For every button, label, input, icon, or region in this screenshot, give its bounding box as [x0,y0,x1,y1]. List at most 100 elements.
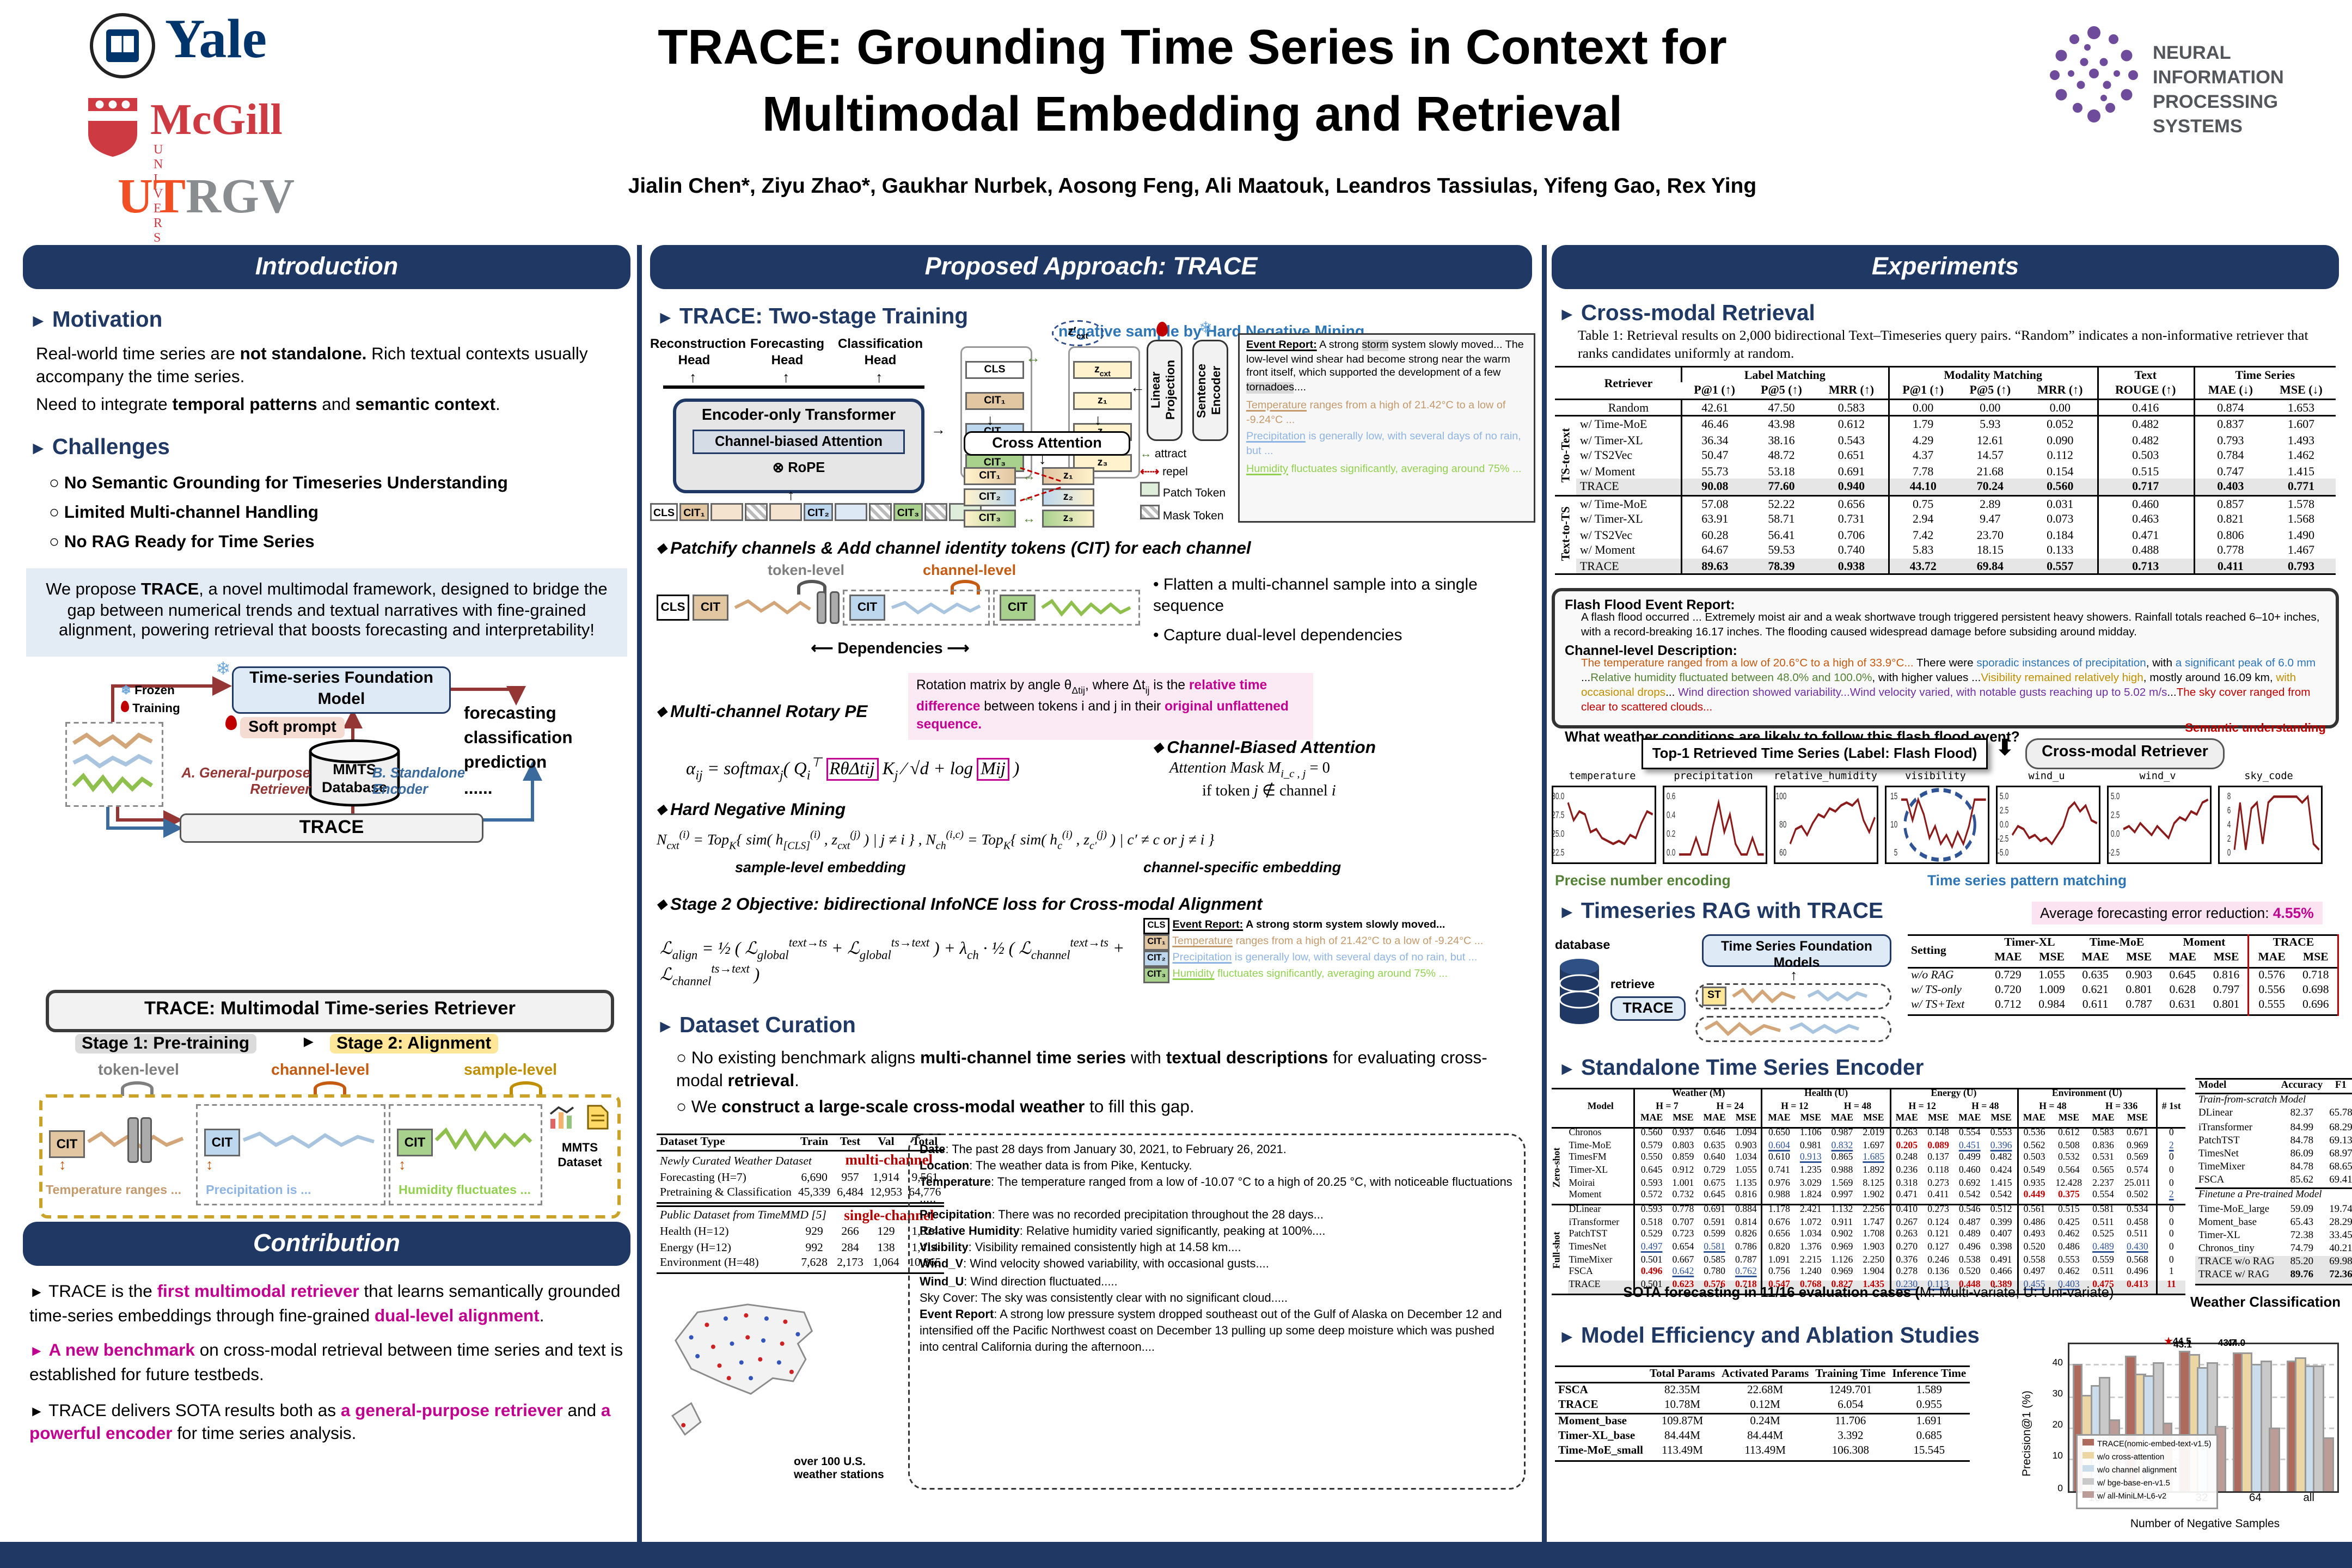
text-segment: Precipitation [1172,952,1232,964]
table-cell: Full-shot [1553,1230,1563,1268]
text-segment: Real-world time series are [36,345,240,364]
precise-number-note: Precise number encoding [1555,872,1731,889]
table-cell: TRACE [1569,1281,1601,1291]
text-segment: between tokens i and j in their [980,699,1165,714]
series-name: wind_u [2028,771,2065,782]
legend-row: CLS Event Report: A strong storm system … [1143,918,1532,934]
table-cell: 72.36 [2329,1270,2352,1282]
utrgv-logo: UTRGV [118,170,295,225]
table-cell: Moment [2183,936,2226,949]
text-segment: channel [1031,946,1070,961]
table-cell: 0.538 [1958,1255,1981,1266]
table-cell: 0.557 [2047,558,2074,573]
table-cell: 0.801 [2213,999,2240,1012]
table-cell: TimeMixer [1569,1255,1613,1266]
table-cell: 90.08 [1680,479,1748,496]
table-cell: 89.63 [1680,558,1748,575]
us-map [660,1290,817,1486]
table-cell: 138 [877,1241,895,1254]
table-cell: 6,690 [801,1171,828,1185]
table-cell: 0.460 [2096,495,2194,512]
mask-bar-icon [817,591,826,624]
rope-label: ⊗ RoPE [772,459,825,475]
z-stack: zcxt z₁ z₂ z₃ [1068,346,1140,479]
table-cell: 0.430 [2126,1243,2148,1253]
text-segment: sporadic instances of precipitation [1976,658,2146,670]
text-segment: K [1003,841,1011,853]
text-segment: ... [1665,687,1679,699]
table-cell: Training Time [1815,1367,1886,1380]
table-cell: Moment [1569,1191,1602,1202]
channel-box: CIT [843,590,990,626]
table-cell: 0.148 [1927,1129,1949,1139]
text-segment: temporal patterns [172,395,317,415]
table-cell: 0.560 [1634,1128,1668,1142]
table-cell: 0.398 [1990,1243,2012,1253]
error-reduction-badge: Average forecasting error reduction: 4.5… [2032,902,2322,924]
cit-chip: CIT [1000,595,1036,621]
text-segment: original unflattened sequence. [916,699,1289,732]
column-separator [1542,245,1547,1542]
table-cell: MAE (↓) [2192,383,2267,400]
table-cell: iTransformer [2198,1121,2252,1133]
table-cell: Retriever [1604,375,1653,390]
table-cell: 0.732 [1672,1191,1694,1202]
table-cell: H = 12 [1761,1102,1827,1115]
text-segment: ⊤ [810,755,822,769]
text-segment: ∉ channel [1258,784,1332,800]
table-cell: 38.16 [1768,432,1795,448]
text-segment: : The temperature ranged from a low of -… [920,1174,1512,1206]
table-cell: 0.531 [2092,1154,2114,1164]
challenge-item: No RAG Ready for Time Series [49,532,315,552]
table-cell: FSCA [1569,1268,1593,1278]
svg-text:2.5: 2.5 [2111,811,2120,821]
table-cell: w/ TS-only [1911,983,1962,997]
z1-chip: z₁ [1073,392,1132,410]
text-segment: The temperature ranged from a low of 20.… [1581,658,1914,670]
table-cell: Zero-shot [1553,1146,1563,1186]
table-cell: 0.940 [1837,479,1865,494]
table-cell: 0.558 [2017,1255,2051,1269]
section-bar-experiments: Experiments [1552,245,2339,289]
table-cell: 0.073 [2047,512,2074,527]
table-cell: 0.424 [1990,1166,2012,1177]
svg-text:15: 15 [1890,792,1897,802]
text-segment: A strong storm system slowly moved... [1243,920,1445,931]
challenge-item: Limited Multi-channel Handling [49,503,318,523]
table-cell: MSE [2126,951,2152,965]
table-cell: 0.554 [1958,1129,1981,1139]
table-cell: 1.091 [1761,1255,1796,1269]
svg-text:-2.5: -2.5 [1998,834,2008,844]
table-cell: 0.550 [1634,1154,1668,1167]
text-segment: retrieval [727,1070,795,1091]
table-cell: multi-channel [845,1152,933,1169]
table-cell: 0.768 [1799,1281,1822,1291]
table-cell: 2 [2155,1141,2185,1154]
channel-specific-embedding-label: channel-specific embedding [1143,859,1342,875]
table-cell: 52.22 [1768,496,1795,511]
text-segment: if token [1202,784,1254,800]
database-icon [1559,959,1600,1024]
table-cell: 0.448 [1958,1281,1981,1291]
table-cell: 0.121 [1927,1230,1949,1241]
table-cell: MAE [1830,1114,1854,1125]
table-cell: 0.090 [2047,432,2074,448]
table-cell: 0.511 [2127,1230,2148,1241]
mini-chart-precipitation: 0.6 0.4 0.2 0.0 [1663,786,1767,864]
table-cell: Environment (U) [2017,1088,2157,1102]
neurips-logo: NEURAL INFORMATION PROCESSING SYSTEMS [2042,13,2284,142]
table-cell: Model [2198,1080,2227,1091]
up-arrow-icon: ↑ [787,487,795,503]
table-cell: Timer-XL_base [1558,1430,1636,1443]
table-cell: Public Dataset from TimeMMD [5] [660,1208,826,1222]
table-cell: 11 [2155,1281,2185,1294]
table-cell: 0.581 [1704,1243,1725,1253]
text-segment: a powerful encoder [29,1401,611,1445]
legend-attract: ↔ attract [1140,449,1187,461]
table-cell: 4.37 [1888,448,1957,464]
table-cell: 0.407 [1990,1230,2012,1241]
table-cell: 0.518 [1634,1218,1668,1231]
chart-ylabel: Precision@1 (%) [2022,1391,2033,1477]
dataset-bullet: We construct a large-scale cross-modal w… [676,1098,1526,1117]
bullet-item: • Capture dual-level dependencies [1153,627,1402,645]
